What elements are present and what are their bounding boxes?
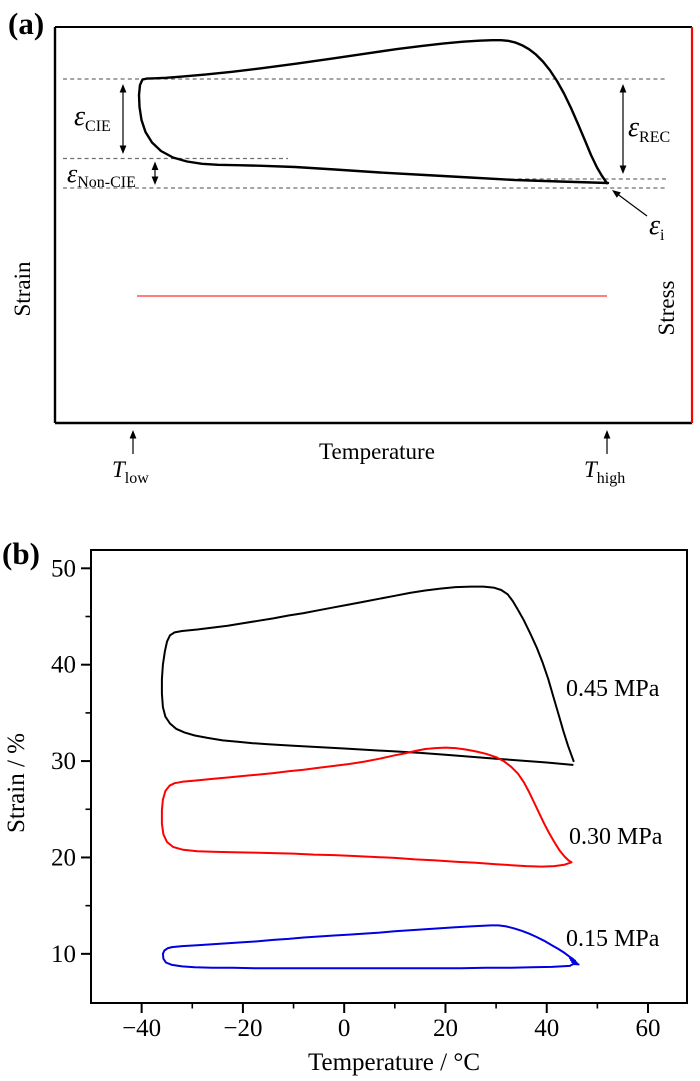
t-high-base: T	[584, 457, 599, 482]
t-low-sub: low	[125, 470, 149, 487]
strain-loop-015	[161, 924, 580, 970]
pointer-arrow-head	[129, 430, 137, 439]
measure-arrow-head-up	[119, 84, 127, 93]
series-label-045mpa: 0.45 MPa	[566, 676, 660, 702]
t-low-label: Tlow	[112, 457, 149, 487]
pointer-arrow-head	[603, 430, 611, 439]
t-low-base: T	[112, 457, 127, 482]
epsilon-cie-base: ε	[74, 101, 85, 132]
y-axis-tick-label: 20	[51, 844, 76, 871]
epsilon-non-cie-sub: Non-CIE	[77, 174, 136, 191]
panel-b-geometry: −40 −20 0 20 40 60 50 40 30 20 10	[51, 549, 688, 1042]
panel-b-ylabel: Strain / %	[3, 733, 30, 833]
pointer-arrow-head	[612, 190, 621, 198]
panel-a-tag: (a)	[8, 6, 44, 41]
measure-arrow-head-down	[619, 165, 627, 174]
epsilon-rec-sub: REC	[639, 129, 670, 146]
panel-b-xlabel: Temperature / °C	[308, 1049, 480, 1076]
epsilon-i-label: εi	[649, 210, 665, 244]
y-axis-tick-label: 10	[51, 941, 76, 968]
series-label-030mpa: 0.30 MPa	[569, 824, 663, 850]
x-axis-tick-label: −20	[223, 1015, 262, 1042]
x-axis-tick-label: 40	[534, 1015, 559, 1042]
epsilon-rec-label: εREC	[628, 112, 670, 146]
epsilon-i-base: ε	[649, 210, 660, 241]
measure-arrow-head-down	[151, 176, 159, 185]
epsilon-cie-sub: CIE	[85, 118, 111, 135]
measure-arrow-head-up	[151, 161, 159, 170]
panel-a-ylabel-stress: Stress	[654, 280, 679, 335]
panel-a-geometry	[53, 26, 694, 454]
epsilon-non-cie-base: ε	[67, 159, 78, 188]
epsilon-cie-label: εCIE	[74, 101, 111, 135]
y-axis-tick-label: 30	[51, 748, 76, 775]
measure-arrow-head-down	[119, 145, 127, 154]
panel-a: (a) Strain Stress Temperature Tlow Thigh…	[8, 6, 694, 487]
panel-a-ylabel-strain: Strain	[10, 261, 35, 316]
y-axis-tick-label: 40	[51, 652, 76, 679]
y-axis-tick-label: 50	[51, 555, 76, 582]
schematic-strain-loop	[137, 39, 610, 185]
strain-loop-030	[160, 746, 573, 868]
pointer-arrow-stem	[614, 191, 648, 217]
panel-b: −40 −20 0 20 40 60 50 40 30 20 10 (b) Strain / % T…	[2, 536, 688, 1076]
epsilon-i-sub: i	[660, 227, 665, 244]
panel-b-tag: (b)	[2, 536, 40, 571]
panel-a-xlabel: Temperature	[319, 439, 435, 464]
t-high-label: Thigh	[584, 457, 625, 487]
x-axis-tick-label: 20	[433, 1015, 458, 1042]
epsilon-non-cie-label: εNon-CIE	[67, 159, 136, 191]
panel-b-frame	[90, 549, 688, 1004]
epsilon-rec-base: ε	[628, 112, 639, 143]
x-axis-tick-label: −40	[122, 1015, 161, 1042]
strain-loop-045	[160, 585, 575, 766]
measure-arrow-head-up	[619, 84, 627, 93]
x-axis-tick-label: 60	[636, 1015, 661, 1042]
series-label-015mpa: 0.15 MPa	[566, 926, 660, 952]
t-high-sub: high	[597, 470, 625, 487]
x-axis-tick-label: 0	[338, 1015, 351, 1042]
